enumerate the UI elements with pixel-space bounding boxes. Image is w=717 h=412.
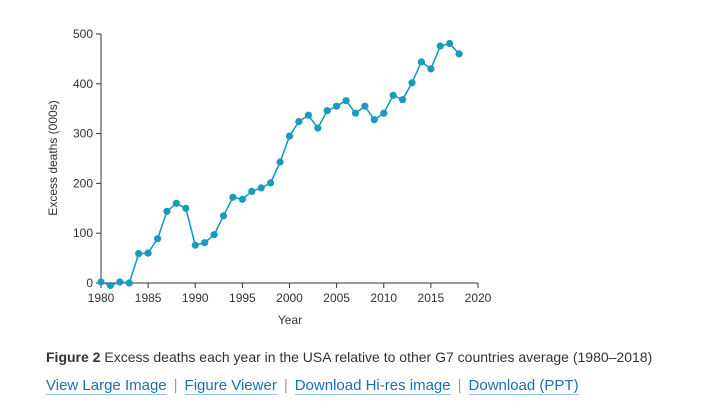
y-tick-label: 200 — [73, 176, 93, 190]
data-point — [342, 97, 350, 105]
data-point — [191, 241, 199, 249]
y-tick-label: 0 — [86, 276, 93, 290]
data-point — [97, 278, 105, 286]
data-point — [172, 199, 180, 207]
data-point — [116, 278, 124, 286]
chart-ticks: 0 100 200 300 400 500 1980 1985 1990 1995 2000 2005… — [73, 27, 492, 305]
figure-caption: Figure 2 Excess deaths each year in the … — [46, 349, 652, 365]
figure-caption-text: Excess deaths each year in the USA relat… — [104, 349, 653, 365]
data-point — [248, 187, 256, 195]
data-point — [380, 109, 388, 117]
data-point — [276, 158, 284, 166]
link-separator: | — [457, 377, 462, 394]
data-point — [210, 231, 218, 239]
y-axis-label: Excess deaths (000s) — [46, 100, 60, 215]
figure-viewer-link[interactable]: Figure Viewer — [184, 377, 277, 395]
series-points — [97, 39, 463, 290]
data-point — [323, 107, 331, 115]
data-point — [436, 42, 444, 50]
x-tick-label: 1980 — [88, 291, 115, 305]
data-point — [238, 195, 246, 203]
data-point — [333, 102, 341, 110]
data-point — [427, 65, 435, 73]
data-point — [154, 235, 162, 243]
data-point — [163, 207, 171, 215]
x-tick-label: 1990 — [182, 291, 209, 305]
x-tick-label: 2015 — [418, 291, 445, 305]
data-point — [144, 249, 152, 257]
data-point — [304, 111, 312, 119]
x-tick-label: 2005 — [323, 291, 350, 305]
data-point — [125, 279, 133, 287]
data-point — [314, 124, 322, 132]
data-point — [106, 281, 114, 290]
data-point — [201, 239, 209, 247]
x-tick-label: 1995 — [229, 291, 256, 305]
data-point — [389, 91, 397, 99]
x-tick-label: 2020 — [465, 291, 492, 305]
x-axis-label: Year — [278, 313, 302, 327]
data-point — [399, 96, 407, 104]
download-hires-link[interactable]: Download Hi-res image — [294, 377, 451, 395]
chart-axes — [100, 34, 478, 284]
y-tick-label: 100 — [73, 226, 93, 240]
x-tick-label: 1985 — [135, 291, 162, 305]
data-point — [455, 50, 463, 58]
x-tick-label: 2010 — [370, 291, 397, 305]
data-point — [295, 118, 303, 126]
figure-label: Figure 2 — [46, 349, 101, 365]
x-tick-label: 2000 — [276, 291, 303, 305]
data-point — [408, 79, 416, 87]
view-large-image-link[interactable]: View Large Image — [46, 377, 167, 395]
data-point — [267, 179, 275, 187]
data-point — [219, 212, 228, 220]
y-tick-label: 400 — [73, 77, 93, 91]
data-point — [446, 39, 454, 48]
y-tick-label: 300 — [73, 127, 93, 141]
data-point — [257, 184, 265, 192]
download-ppt-link[interactable]: Download (PPT) — [468, 377, 579, 395]
link-separator: | — [173, 377, 178, 394]
data-point — [285, 132, 294, 140]
figure-links: View Large Image | Figure Viewer | Download … — [46, 377, 579, 395]
line-chart: 0 100 200 300 400 500 1980 1985 1990 1995 2000 2005… — [46, 27, 492, 327]
data-point — [182, 204, 190, 212]
data-point — [370, 116, 378, 124]
data-point — [351, 109, 360, 117]
y-tick-label: 500 — [73, 27, 93, 41]
data-point — [361, 102, 369, 110]
link-separator: | — [283, 377, 288, 394]
data-point — [229, 193, 237, 201]
data-point — [417, 58, 425, 66]
data-point — [135, 250, 143, 258]
